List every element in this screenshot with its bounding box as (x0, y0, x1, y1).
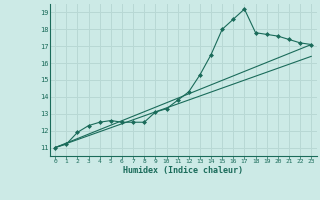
X-axis label: Humidex (Indice chaleur): Humidex (Indice chaleur) (123, 166, 243, 175)
